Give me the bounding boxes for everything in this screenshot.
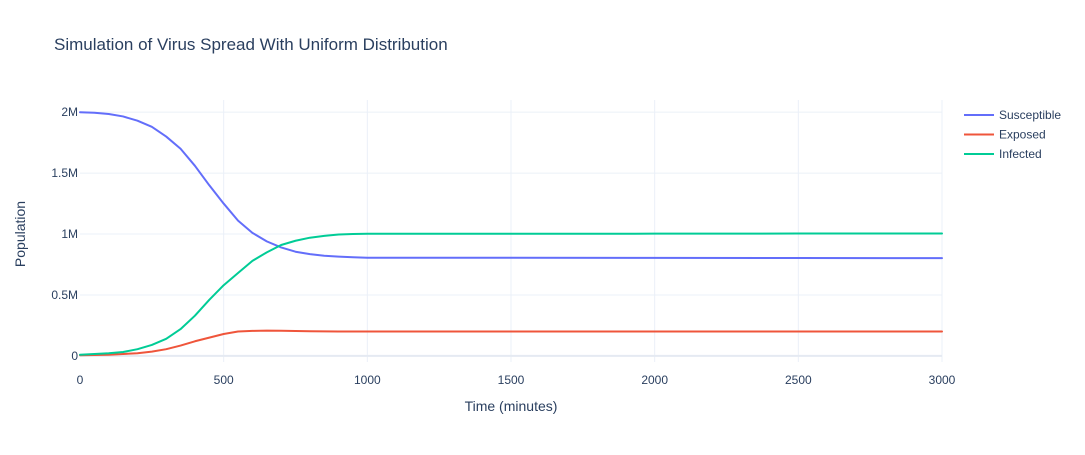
legend-item-susceptible[interactable]: Susceptible [964,108,1061,122]
chart-title: Simulation of Virus Spread With Uniform … [54,35,448,54]
legend-label: Susceptible [999,108,1061,122]
plot-area[interactable] [79,111,943,357]
legend-label: Infected [999,147,1042,161]
y-tick-label: 1.5M [51,166,78,180]
x-tick-label: 3000 [929,373,956,387]
y-axis-label: Population [12,201,28,267]
axes: 0 500 1000 1500 2000 2500 3000 0 0.5M 1M 1.5M 2M [51,105,955,387]
y-tick-label: 1M [61,227,78,241]
x-tick-label: 0 [77,373,84,387]
x-axis-label: Time (minutes) [465,398,558,414]
y-tick-label: 0.5M [51,288,78,302]
legend[interactable]: Susceptible Exposed Infected [964,108,1061,161]
legend-label: Exposed [999,128,1046,142]
x-tick-label: 1000 [354,373,381,387]
series-line-exposed[interactable] [79,329,943,357]
legend-item-infected[interactable]: Infected [964,147,1042,161]
x-tick-label: 500 [214,373,234,387]
y-tick-label: 0 [71,349,78,363]
y-tick-label: 2M [61,105,78,119]
series-line-infected[interactable] [79,232,943,356]
legend-item-exposed[interactable]: Exposed [964,128,1046,142]
x-tick-label: 1500 [498,373,525,387]
x-tick-label: 2000 [641,373,668,387]
x-tick-label: 2500 [785,373,812,387]
series-line-susceptible[interactable] [79,111,943,260]
